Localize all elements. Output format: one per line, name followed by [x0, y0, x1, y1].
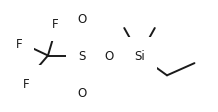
Text: O: O: [77, 13, 86, 26]
Text: F: F: [23, 77, 30, 90]
Text: Si: Si: [134, 50, 145, 62]
Text: F: F: [15, 37, 22, 50]
Text: O: O: [104, 50, 114, 62]
Text: S: S: [78, 50, 85, 62]
Text: F: F: [52, 17, 59, 30]
Text: O: O: [77, 86, 86, 99]
